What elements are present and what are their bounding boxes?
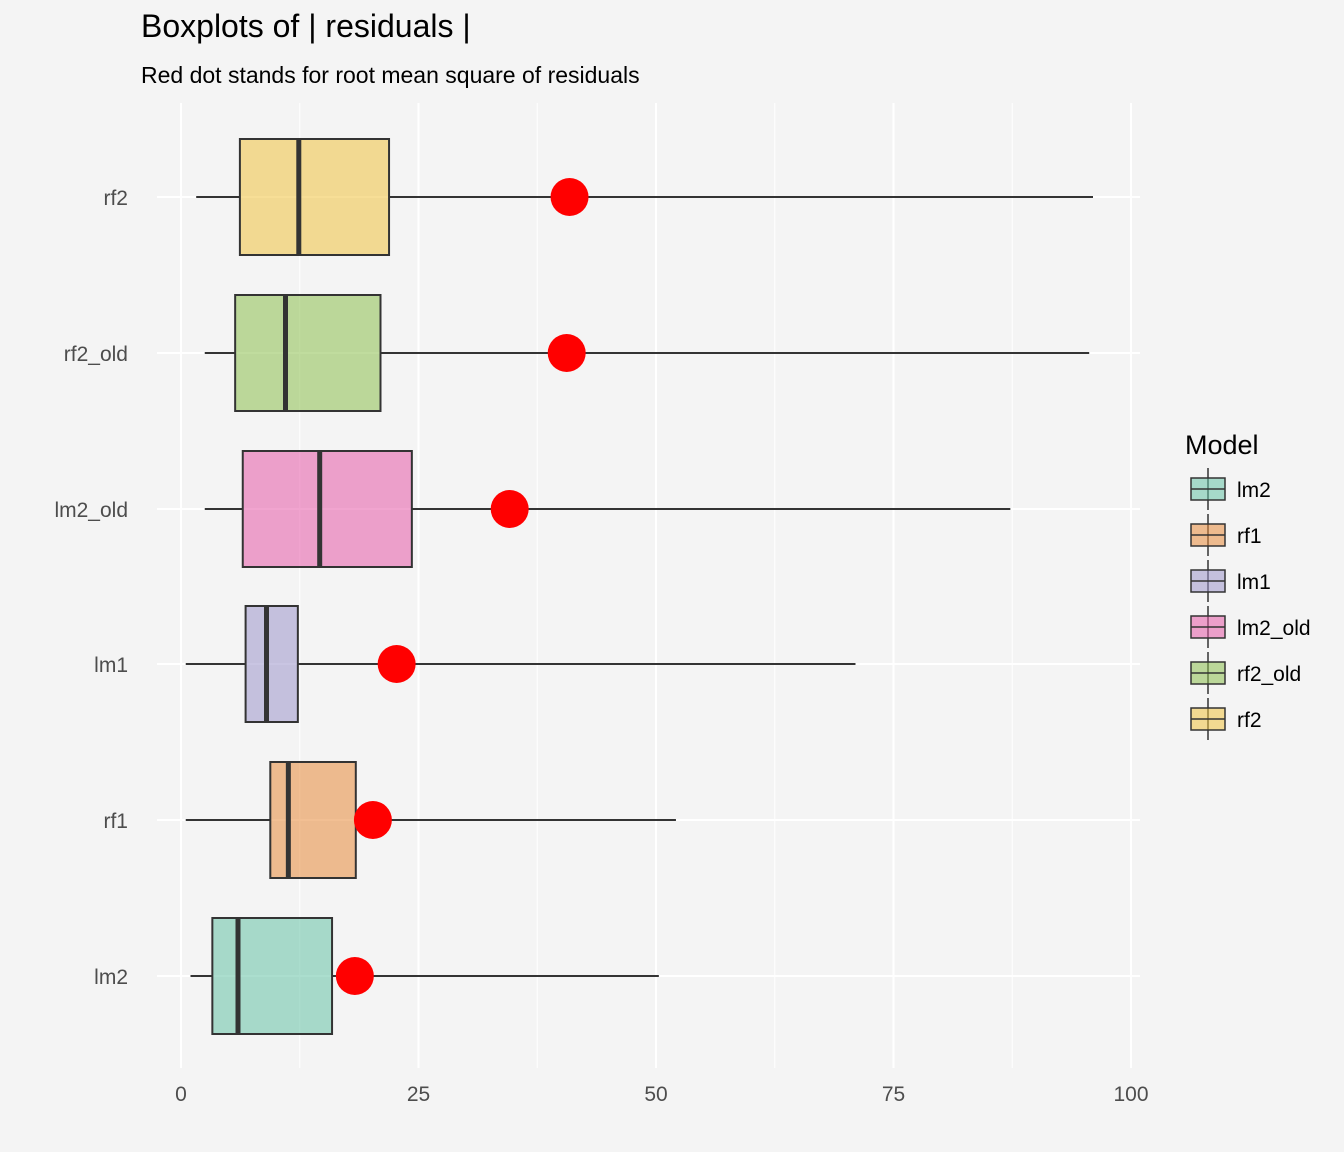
- rms-point: [550, 178, 589, 216]
- x-tick-label: 25: [407, 1083, 430, 1106]
- legend-label: lm2_old: [1237, 617, 1311, 640]
- legend-label: lm2: [1237, 479, 1271, 502]
- rms-point: [547, 334, 586, 372]
- y-tick-label: lm2_old: [54, 499, 128, 522]
- legend-label: rf2: [1237, 709, 1262, 732]
- legend-label: rf1: [1237, 525, 1262, 548]
- legend-item-rf2: rf2: [1190, 698, 1262, 740]
- x-tick-label: 0: [175, 1083, 187, 1106]
- boxplots: [185, 138, 1093, 1035]
- y-tick-label: lm1: [94, 654, 128, 677]
- box: [241, 450, 413, 568]
- chart-title: Boxplots of | residuals |: [141, 8, 471, 44]
- rms-point: [353, 801, 392, 839]
- y-tick-label: lm2: [94, 966, 128, 989]
- box: [269, 761, 357, 879]
- boxplot-rf2_old: [204, 294, 1090, 412]
- box: [238, 138, 391, 256]
- legend-label: lm1: [1237, 571, 1271, 594]
- rms-point: [335, 957, 374, 995]
- chart-subtitle: Red dot stands for root mean square of r…: [141, 62, 640, 88]
- legend-item-lm1: lm1: [1190, 560, 1271, 602]
- box: [211, 917, 334, 1035]
- boxplot-lm2_old: [204, 450, 1011, 568]
- legend-item-rf1: rf1: [1190, 514, 1262, 556]
- axes: 0 25 50 75 100 lm2 rf1 lm1 lm2_old rf2_old rf2: [54, 187, 1148, 1106]
- y-tick-label: rf2: [103, 187, 128, 210]
- boxplot-lm2: [190, 917, 659, 1035]
- box: [234, 294, 382, 412]
- legend-item-lm2: lm2: [1190, 468, 1271, 510]
- legend-title: Model: [1185, 430, 1259, 460]
- legend: Model lm2 rf1 lm1 lm2_old rf2_old rf2: [1185, 430, 1311, 740]
- boxplot-rf1: [185, 761, 676, 879]
- y-tick-label: rf1: [103, 810, 128, 833]
- x-tick-label: 75: [882, 1083, 905, 1106]
- rms-point: [490, 490, 529, 528]
- rms-point: [377, 645, 416, 683]
- x-tick-label: 50: [644, 1083, 667, 1106]
- legend-item-rf2_old: rf2_old: [1190, 652, 1301, 694]
- x-tick-label: 100: [1113, 1083, 1148, 1106]
- rms-points: [335, 178, 589, 995]
- legend-item-lm2_old: lm2_old: [1190, 606, 1311, 648]
- boxplot-lm1: [185, 605, 856, 723]
- legend-label: rf2_old: [1237, 663, 1301, 686]
- box: [244, 605, 299, 723]
- boxplot-rf2: [196, 138, 1093, 256]
- y-tick-label: rf2_old: [64, 343, 128, 366]
